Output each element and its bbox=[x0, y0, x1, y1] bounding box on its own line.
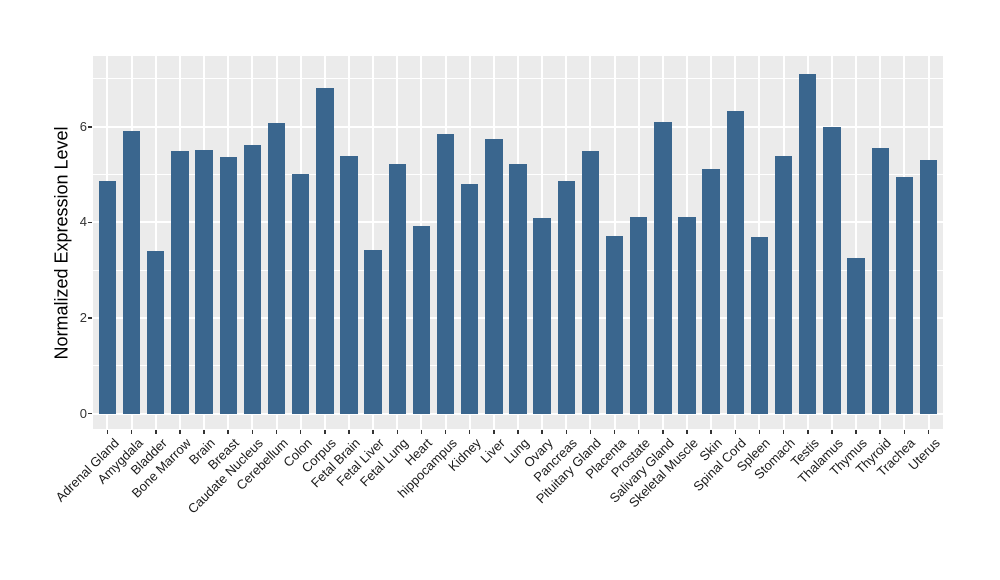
bar-hippocampus bbox=[436, 134, 455, 414]
bar-fetal-liver bbox=[364, 249, 382, 414]
bar-colon bbox=[291, 173, 310, 414]
bar-liver bbox=[485, 139, 503, 414]
bar-caudate-nucleus bbox=[243, 144, 262, 414]
bar-kidney bbox=[461, 183, 479, 414]
y-tick-mark bbox=[88, 126, 92, 128]
x-tick-mark bbox=[758, 429, 761, 434]
bar-skin bbox=[702, 168, 720, 414]
x-tick-mark bbox=[541, 429, 543, 434]
bar-stomach bbox=[774, 156, 793, 414]
x-tick-mark bbox=[686, 429, 688, 434]
y-tick-mark bbox=[88, 221, 92, 224]
x-tick-mark bbox=[444, 429, 447, 434]
bar-breast bbox=[219, 156, 237, 414]
bar-thalamus bbox=[823, 126, 841, 414]
x-tick-mark bbox=[372, 429, 374, 434]
x-tick-mark bbox=[130, 429, 133, 434]
bar-brain bbox=[195, 149, 213, 414]
x-tick-mark bbox=[807, 429, 809, 434]
y-tick-label-2: 2 bbox=[79, 310, 87, 326]
x-tick-mark bbox=[903, 429, 906, 434]
x-tick-mark bbox=[879, 429, 881, 434]
bar-testis bbox=[799, 73, 817, 414]
x-tick-mark bbox=[324, 429, 326, 434]
bar-fetal-brain bbox=[340, 156, 358, 414]
bar-ovary bbox=[533, 218, 551, 414]
bar-pituitary-gland bbox=[581, 150, 600, 414]
x-tick-mark bbox=[782, 429, 785, 434]
x-tick-mark bbox=[275, 429, 278, 434]
bar-skeletal-muscle bbox=[678, 217, 696, 414]
bar-thymus bbox=[847, 257, 865, 414]
y-tick-label-4: 4 bbox=[79, 214, 87, 230]
bar-spinal-cord bbox=[726, 110, 744, 414]
bar-spleen bbox=[750, 236, 769, 414]
bar-thyroid bbox=[871, 148, 889, 414]
x-tick-mark bbox=[251, 429, 254, 434]
x-tick-mark bbox=[106, 429, 109, 434]
bar-bladder bbox=[147, 251, 165, 414]
y-tick-mark bbox=[88, 412, 92, 415]
plot-panel bbox=[93, 56, 943, 429]
x-tick-mark bbox=[468, 429, 471, 434]
x-tick-mark bbox=[155, 429, 157, 434]
bar-uterus bbox=[919, 159, 938, 414]
x-tick-mark bbox=[710, 429, 712, 434]
x-tick-mark bbox=[589, 429, 592, 434]
bar-salivary-gland bbox=[654, 122, 672, 414]
gridline-x bbox=[372, 56, 375, 429]
bar-adrenal-gland bbox=[98, 180, 117, 414]
x-tick-mark bbox=[662, 429, 664, 434]
y-tick-label-6: 6 bbox=[79, 118, 87, 134]
x-tick-mark bbox=[565, 429, 568, 434]
y-tick-mark bbox=[88, 317, 92, 319]
bar-placenta bbox=[605, 235, 624, 414]
x-tick-mark bbox=[227, 429, 229, 434]
x-tick-mark bbox=[613, 429, 616, 434]
x-tick-mark bbox=[831, 429, 833, 434]
x-tick-mark bbox=[179, 429, 181, 434]
bar-fetal-lung bbox=[388, 164, 406, 414]
y-tick-label-0: 0 bbox=[79, 405, 87, 421]
bar-amygdala bbox=[122, 130, 141, 414]
x-tick-mark bbox=[203, 429, 205, 434]
gridline-x bbox=[154, 56, 157, 429]
bar-lung bbox=[509, 163, 527, 414]
x-tick-mark bbox=[517, 429, 519, 434]
x-tick-mark bbox=[927, 429, 930, 434]
x-tick-mark bbox=[348, 429, 350, 434]
bar-bone-marrow bbox=[171, 151, 189, 414]
x-tick-mark bbox=[734, 429, 737, 434]
x-tick-mark bbox=[396, 429, 398, 434]
x-tick-mark bbox=[420, 429, 423, 434]
x-tick-mark bbox=[637, 429, 640, 434]
bar-cerebellum bbox=[267, 122, 286, 414]
x-tick-mark bbox=[493, 429, 495, 434]
bar-prostate bbox=[630, 217, 648, 414]
bar-corpus bbox=[316, 88, 334, 414]
gridline-x bbox=[855, 56, 858, 429]
x-tick-mark bbox=[855, 429, 857, 434]
x-tick-mark bbox=[299, 429, 302, 434]
bar-heart bbox=[412, 226, 431, 414]
bar-pancreas bbox=[557, 180, 575, 414]
bar-trachea bbox=[895, 177, 914, 414]
